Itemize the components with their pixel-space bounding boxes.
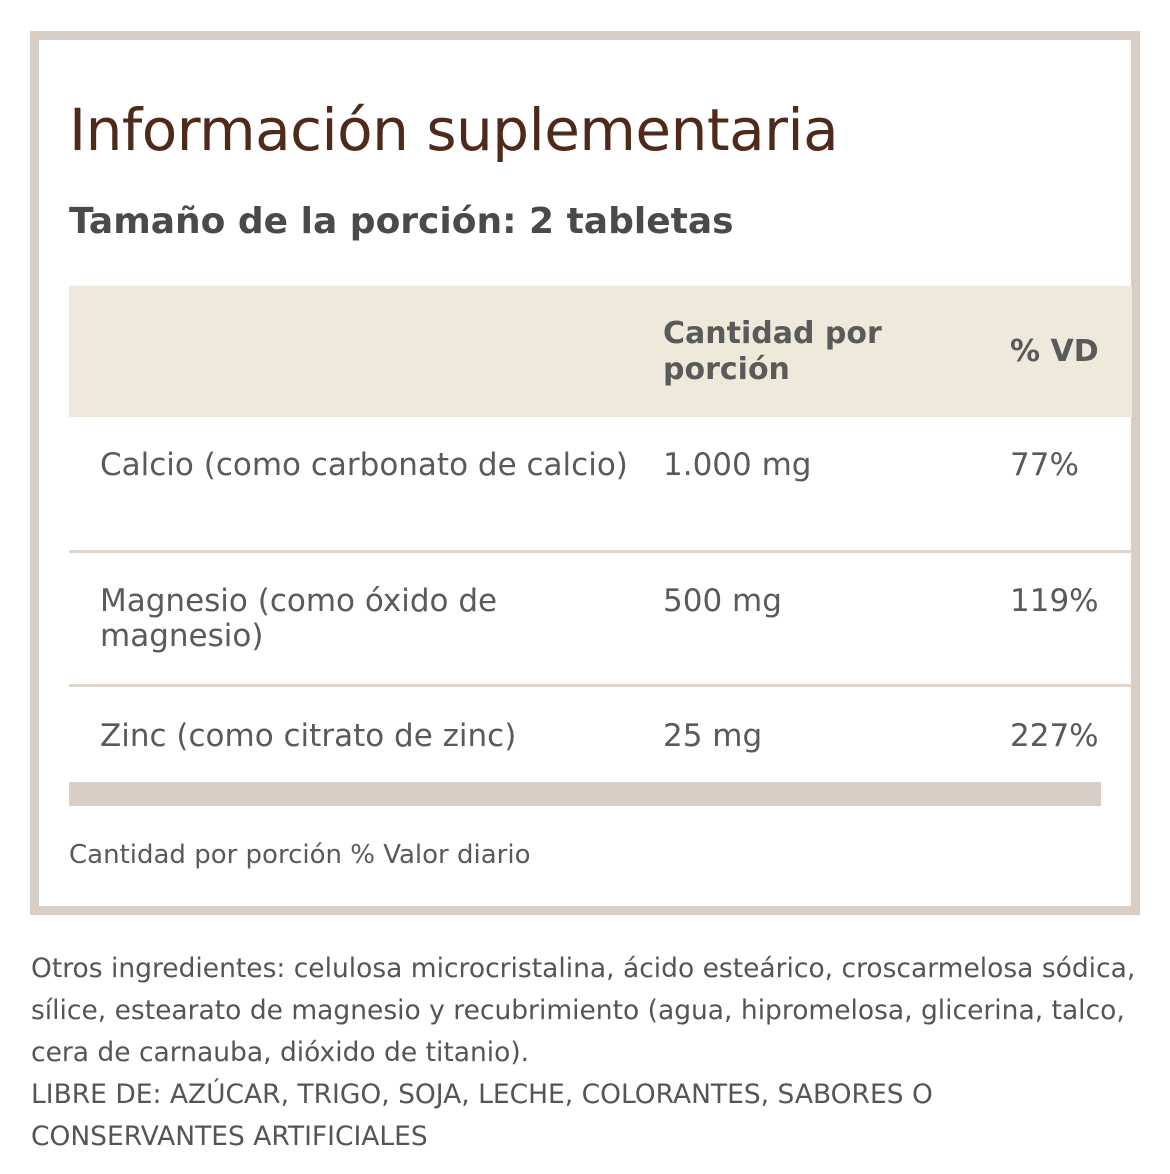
header-amount: Cantidad por porción [663, 315, 882, 387]
table-footer-bar [69, 782, 1101, 806]
table-row: Calcio (como carbonato de calcio) 1.000 … [69, 417, 1132, 551]
nutrient-table: Cantidad por porción % VD Calcio (como c… [69, 286, 1132, 782]
nutrient-name: Magnesio (como óxido de magnesio) [100, 582, 498, 654]
table-header-row: Cantidad por porción % VD [69, 286, 1132, 417]
nutrient-name: Zinc (como citrato de zinc) [100, 717, 517, 754]
nutrient-daily-value: 77% [1010, 447, 1079, 483]
nutrient-daily-value: 119% [1010, 582, 1099, 619]
table-row: Magnesio (como óxido de magnesio) 500 mg… [69, 551, 1132, 685]
header-daily-value: % VD [1010, 333, 1099, 369]
panel-title: Información suplementaria [69, 96, 839, 164]
header-nutrient [69, 286, 663, 417]
ingredients-section: Otros ingredientes: celulosa microcrista… [31, 948, 1141, 1158]
free-from-text: LIBRE DE: AZÚCAR, TRIGO, SOJA, LECHE, CO… [31, 1079, 933, 1152]
nutrient-name: Calcio (como carbonato de calcio) [100, 447, 628, 483]
table-footnote: Cantidad por porción % Valor diario [69, 840, 531, 870]
table-row: Zinc (como citrato de zinc) 25 mg 227% [69, 685, 1132, 782]
nutrient-daily-value: 227% [1010, 717, 1099, 754]
supplement-facts-panel: Información suplementaria Tamaño de la p… [30, 31, 1140, 915]
serving-size: Tamaño de la porción: 2 tabletas [69, 201, 734, 242]
nutrient-amount: 25 mg [663, 717, 763, 754]
other-ingredients-text: Otros ingredientes: celulosa microcrista… [31, 953, 1136, 1068]
nutrient-table-wrapper: Cantidad por porción % VD Calcio (como c… [69, 286, 1132, 806]
nutrient-amount: 500 mg [663, 582, 782, 619]
nutrient-amount: 1.000 mg [663, 447, 812, 483]
